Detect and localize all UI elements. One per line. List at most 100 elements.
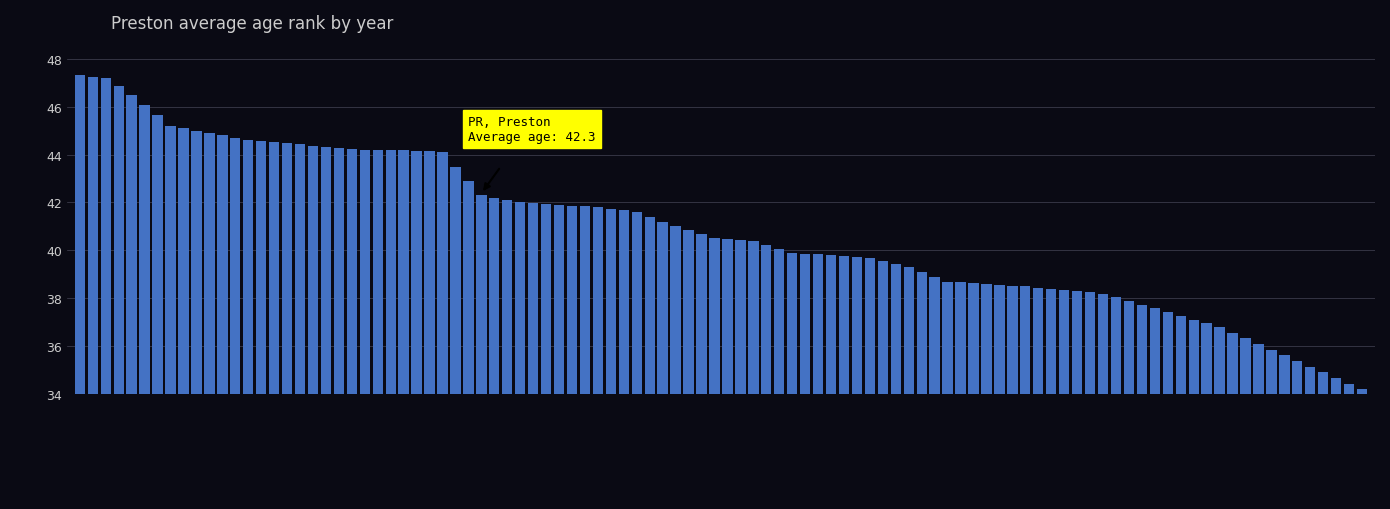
Bar [619, 211, 630, 509]
Bar [231, 138, 240, 509]
Bar [307, 147, 318, 509]
Bar [139, 106, 150, 509]
Bar [334, 149, 345, 509]
Bar [178, 129, 189, 509]
Bar [153, 116, 163, 509]
Bar [631, 213, 642, 509]
Bar [930, 277, 940, 509]
Bar [969, 284, 979, 509]
Bar [670, 227, 681, 509]
Bar [645, 217, 655, 509]
Bar [994, 285, 1005, 509]
Bar [165, 127, 175, 509]
Bar [1254, 345, 1264, 509]
Bar [424, 152, 435, 509]
Bar [1162, 313, 1173, 509]
Bar [1240, 339, 1251, 509]
Bar [801, 254, 810, 509]
Bar [1332, 378, 1341, 509]
Bar [282, 143, 292, 509]
Bar [243, 141, 253, 509]
Bar [904, 268, 915, 509]
Bar [360, 151, 370, 509]
Bar [877, 261, 888, 509]
Bar [981, 285, 991, 509]
Bar [865, 258, 876, 509]
Bar [1279, 356, 1290, 509]
Bar [1176, 316, 1186, 509]
Bar [580, 207, 591, 509]
Bar [385, 151, 396, 509]
Bar [942, 282, 952, 509]
Bar [100, 79, 111, 509]
Bar [321, 148, 331, 509]
Bar [450, 167, 460, 509]
Bar [346, 150, 357, 509]
Bar [516, 203, 525, 509]
Bar [1008, 286, 1017, 509]
Bar [1020, 287, 1030, 509]
Bar [762, 245, 771, 509]
Bar [541, 205, 552, 509]
Bar [567, 206, 577, 509]
Bar [1227, 333, 1237, 509]
Bar [502, 201, 513, 509]
Bar [709, 239, 720, 509]
Bar [735, 241, 745, 509]
Bar [217, 136, 228, 509]
Bar [1137, 305, 1147, 509]
Bar [477, 196, 486, 509]
Bar [1266, 350, 1276, 509]
Bar [114, 87, 124, 509]
Bar [1150, 309, 1161, 509]
Bar [1318, 373, 1329, 509]
Bar [192, 131, 202, 509]
Bar [553, 206, 564, 509]
Bar [1047, 289, 1056, 509]
Bar [1215, 327, 1225, 509]
Bar [1344, 384, 1354, 509]
Bar [88, 77, 99, 509]
Bar [826, 256, 837, 509]
Bar [1111, 298, 1122, 509]
Bar [787, 253, 798, 509]
Bar [696, 235, 706, 509]
Bar [1201, 324, 1212, 509]
Bar [268, 143, 279, 509]
Bar [852, 257, 862, 509]
Bar [1072, 292, 1083, 509]
Bar [399, 151, 409, 509]
Bar [204, 134, 214, 509]
Bar [606, 210, 616, 509]
Text: Preston average age rank by year: Preston average age rank by year [111, 15, 393, 33]
Bar [813, 255, 823, 509]
Bar [1084, 293, 1095, 509]
Bar [592, 208, 603, 509]
Bar [438, 153, 448, 509]
Bar [748, 241, 759, 509]
Bar [126, 95, 136, 509]
Bar [838, 257, 849, 509]
Bar [1123, 301, 1134, 509]
Bar [1059, 290, 1069, 509]
Bar [916, 272, 927, 509]
Bar [1033, 288, 1044, 509]
Bar [373, 151, 382, 509]
Bar [1188, 320, 1198, 509]
Bar [657, 222, 667, 509]
Text: PR, Preston
Average age: 42.3: PR, Preston Average age: 42.3 [468, 116, 596, 143]
Bar [774, 249, 784, 509]
Bar [411, 151, 421, 509]
Bar [891, 265, 901, 509]
Bar [1098, 294, 1108, 509]
Bar [723, 240, 733, 509]
Bar [75, 76, 85, 509]
Bar [489, 199, 499, 509]
Bar [463, 182, 474, 509]
Bar [1357, 390, 1368, 509]
Bar [684, 231, 694, 509]
Bar [1305, 367, 1315, 509]
Bar [256, 142, 267, 509]
Bar [528, 204, 538, 509]
Bar [955, 283, 966, 509]
